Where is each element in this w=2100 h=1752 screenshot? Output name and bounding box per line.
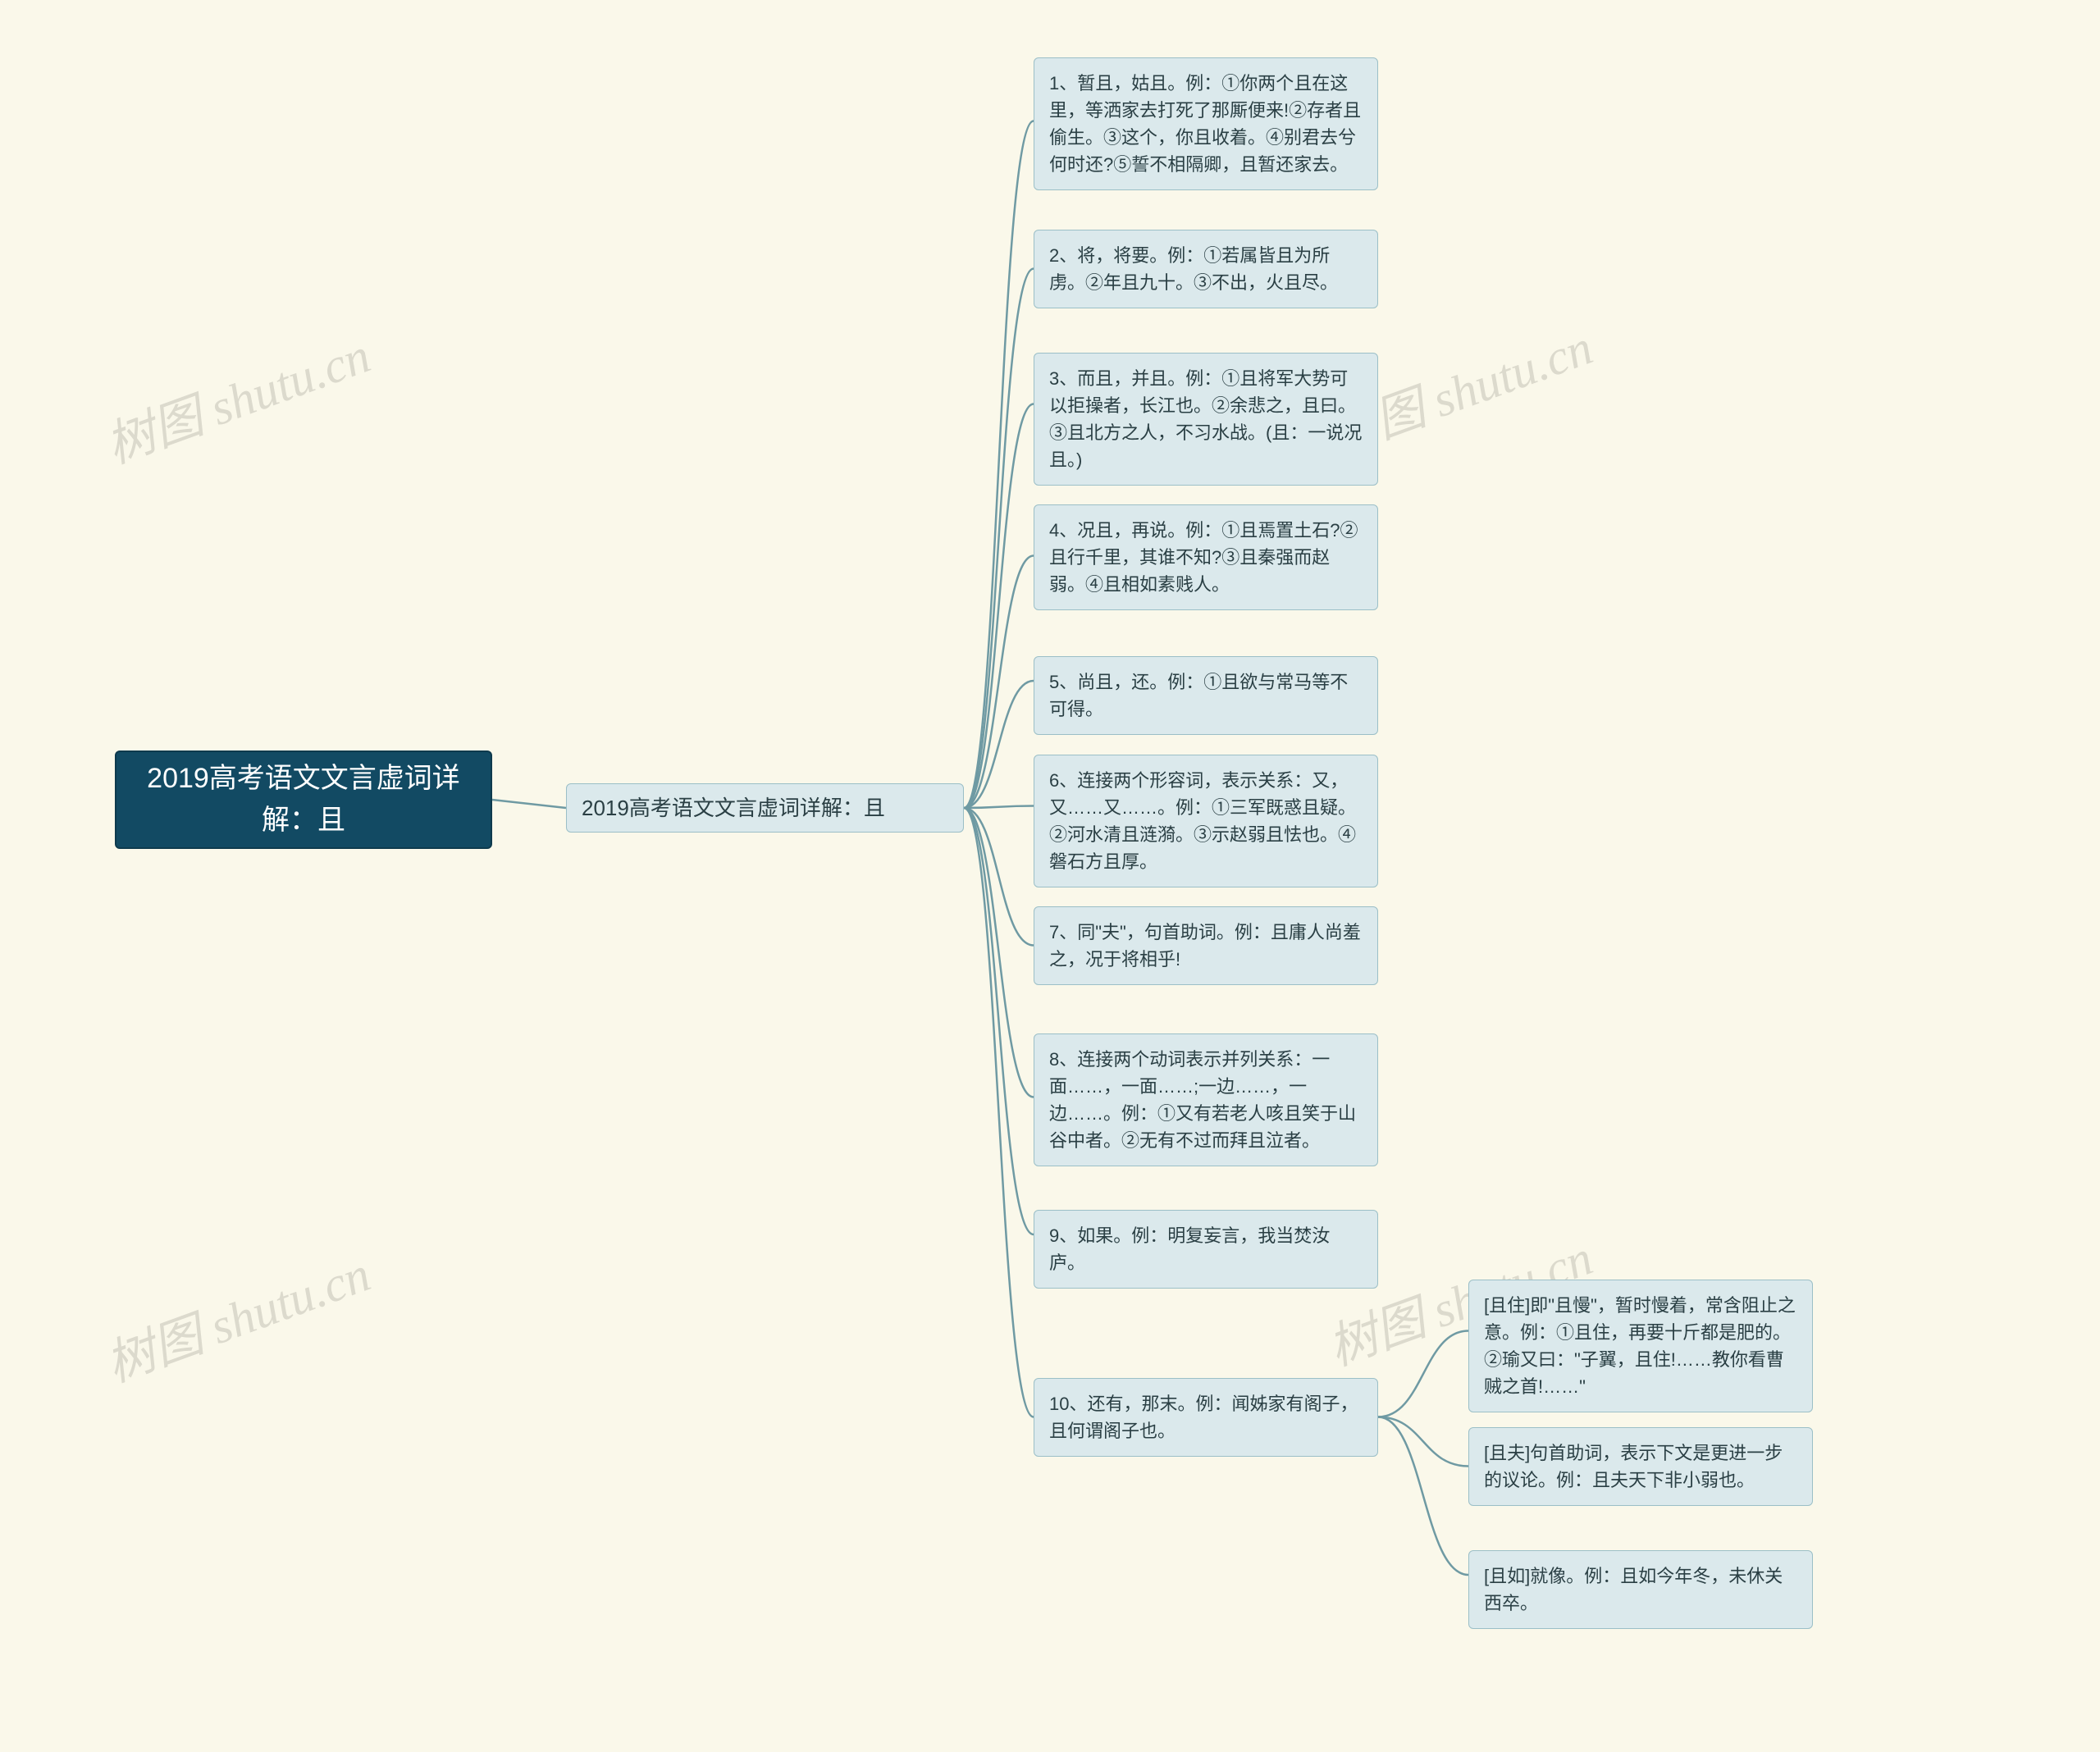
level1-node: 2019高考语文文言虚词详解：且 bbox=[566, 783, 964, 833]
root-node: 2019高考语文文言虚词详解：且 bbox=[115, 751, 492, 849]
leaf-node-4: 4、况且，再说。例：①且焉置土石?②且行千里，其谁不知?③且秦强而赵弱。④且相如… bbox=[1034, 504, 1378, 610]
root-label: 2019高考语文文言虚词详解：且 bbox=[131, 758, 476, 842]
leaf-node-9: 9、如果。例：明复妄言，我当焚汝庐。 bbox=[1034, 1210, 1378, 1289]
subleaf-node-1: [且住]即"且慢"，暂时慢着，常含阻止之意。例：①且住，再要十斤都是肥的。②瑜又… bbox=[1468, 1280, 1813, 1412]
leaf-node-1: 1、暂且，姑且。例：①你两个且在这里，等洒家去打死了那厮便来!②存者且偷生。③这… bbox=[1034, 57, 1378, 190]
leaf-node-5: 5、尚且，还。例：①且欲与常马等不可得。 bbox=[1034, 656, 1378, 735]
leaf-node-6: 6、连接两个形容词，表示关系：又，又……又……。例：①三军既惑且疑。②河水清且涟… bbox=[1034, 755, 1378, 887]
watermark: 树图 shutu.cn bbox=[94, 316, 378, 477]
subleaf-node-2: [且夫]句首助词，表示下文是更进一步的议论。例：且夫天下非小弱也。 bbox=[1468, 1427, 1813, 1506]
leaf-node-8: 8、连接两个动词表示并列关系：一面……，一面……;一边……，一边……。例：①又有… bbox=[1034, 1033, 1378, 1166]
leaf-node-10: 10、还有，那末。例：闻姊家有阁子，且何谓阁子也。 bbox=[1034, 1378, 1378, 1457]
subleaf-node-3: [且如]就像。例：且如今年冬，未休关西卒。 bbox=[1468, 1550, 1813, 1629]
leaf-node-3: 3、而且，并且。例：①且将军大势可以拒操者，长江也。②余悲之，且曰。③且北方之人… bbox=[1034, 353, 1378, 486]
level1-label: 2019高考语文文言虚词详解：且 bbox=[582, 792, 885, 824]
leaf-node-2: 2、将，将要。例：①若属皆且为所虏。②年且九十。③不出，火且尽。 bbox=[1034, 230, 1378, 308]
watermark: 树图 shutu.cn bbox=[94, 1234, 378, 1396]
leaf-node-7: 7、同"夫"，句首助词。例：且庸人尚羞之，况于将相乎! bbox=[1034, 906, 1378, 985]
